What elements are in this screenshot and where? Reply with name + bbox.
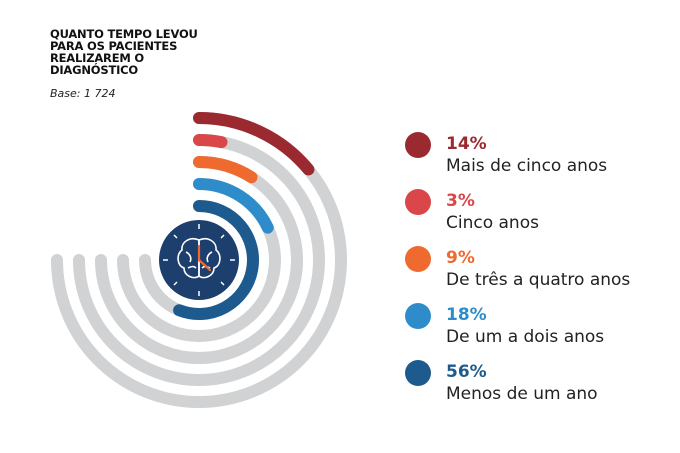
- legend-value: 14%: [446, 134, 487, 154]
- arcs: [173, 112, 315, 320]
- arc-bar: [193, 178, 274, 234]
- legend-marker: [405, 303, 431, 329]
- legend-value: 18%: [446, 305, 487, 325]
- legend-marker: [405, 246, 431, 272]
- arc-bar: [193, 156, 258, 184]
- chart-title: QUANTO TEMPO LEVOU PARA OS PACIENTES REA…: [50, 27, 198, 77]
- track: [73, 134, 325, 386]
- clock-icon: [159, 220, 239, 300]
- arc-bar: [193, 112, 315, 176]
- arc-bar: [173, 200, 259, 320]
- legend-value: 9%: [446, 248, 475, 268]
- legend-label: Cinco anos: [446, 213, 539, 233]
- legend-marker: [405, 132, 431, 158]
- chart-subtitle: Base: 1 724: [50, 87, 116, 100]
- legend-label: Mais de cinco anos: [446, 156, 607, 176]
- legend-label: Menos de um ano: [446, 384, 598, 404]
- legend-value: 3%: [446, 191, 475, 211]
- track: [95, 156, 303, 364]
- legend-marker: [405, 360, 431, 386]
- legend-marker: [405, 189, 431, 215]
- legend-label: De três a quatro anos: [446, 270, 630, 290]
- legend: 14%Mais de cinco anos 3%Cinco anos 9%De tr…: [405, 132, 630, 404]
- arc-bar: [193, 134, 228, 149]
- legend-label: De um a dois anos: [446, 327, 604, 347]
- legend-value: 56%: [446, 362, 487, 382]
